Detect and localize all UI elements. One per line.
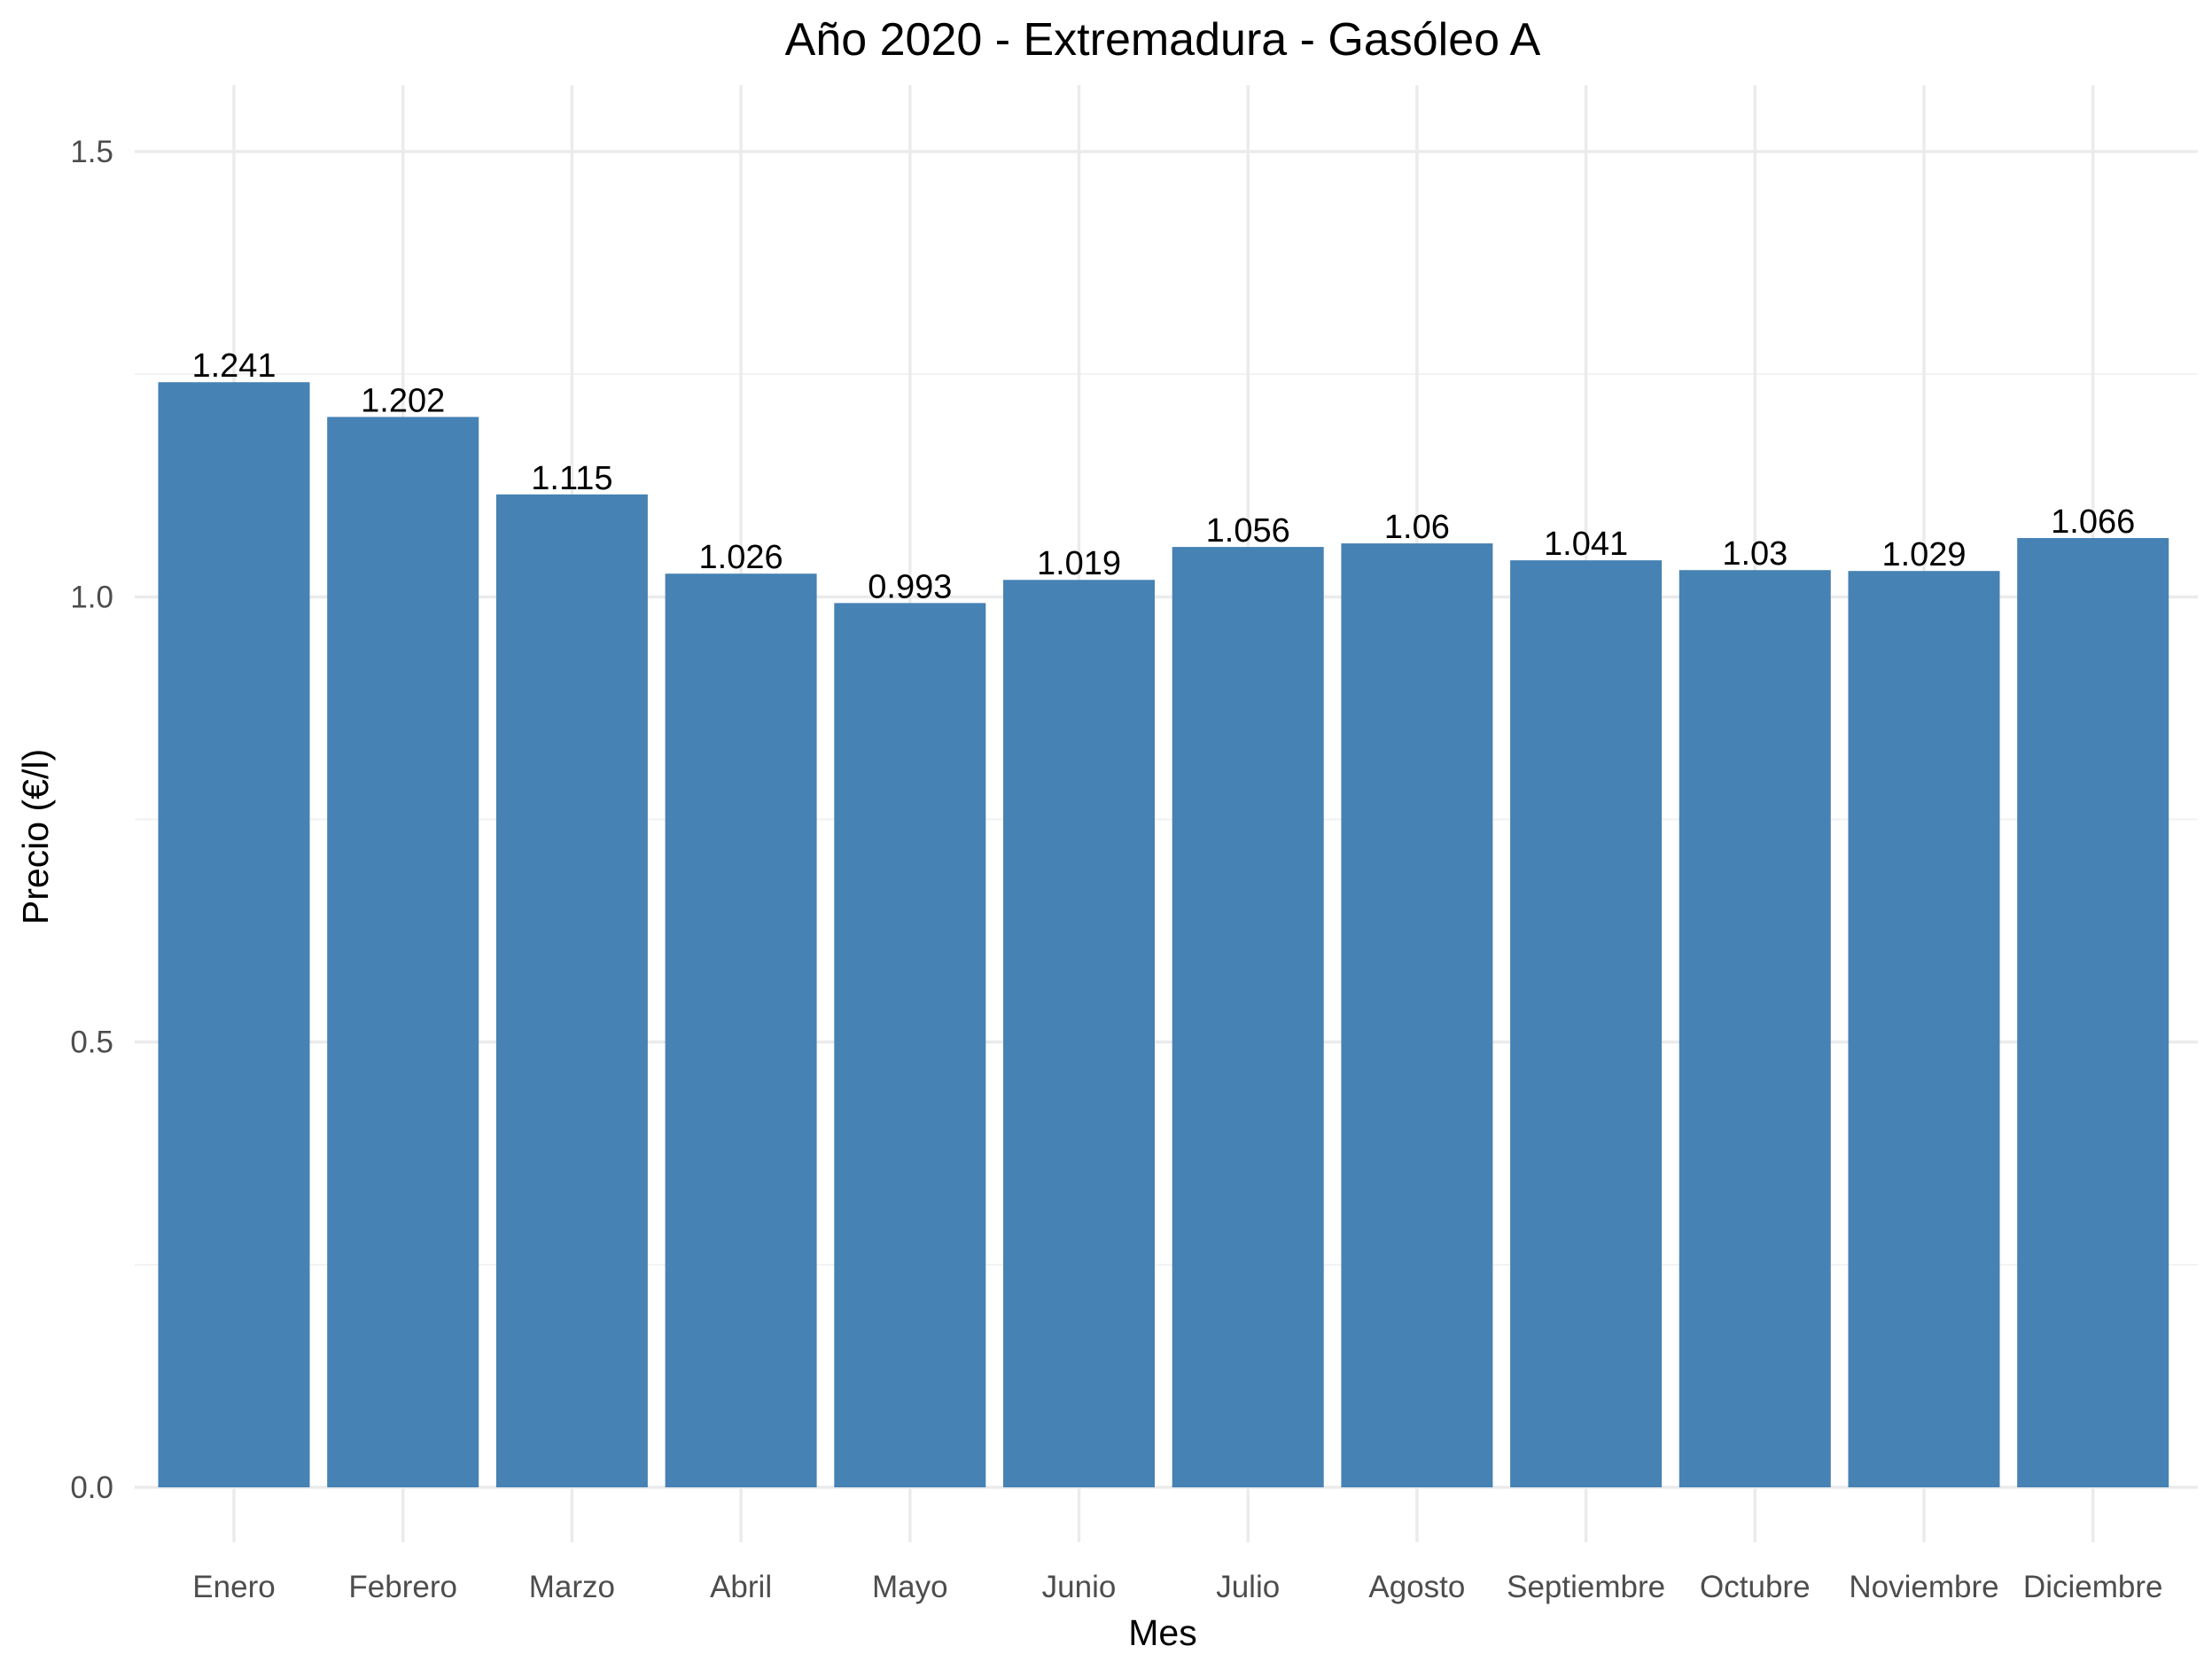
data-label: 1.056: [1206, 512, 1290, 550]
data-label: 1.041: [1544, 526, 1628, 563]
bar-enero: [158, 382, 310, 1487]
data-label: 1.066: [2051, 503, 2135, 541]
data-label: 1.06: [1384, 509, 1450, 546]
y-axis-title: Precio (€/l): [15, 749, 56, 924]
x-tick-label: Mayo: [872, 1570, 948, 1604]
bar-noviembre: [1848, 571, 2000, 1487]
x-tick-label: Septiembre: [1507, 1570, 1665, 1604]
bars: [158, 382, 2169, 1488]
y-tick-label: 0.0: [70, 1470, 113, 1505]
data-label: 0.993: [868, 568, 952, 605]
bar-julio: [1172, 547, 1324, 1487]
data-label: 1.03: [1722, 535, 1788, 573]
bar-marzo: [495, 494, 648, 1488]
bar-junio: [1003, 580, 1155, 1487]
bar-febrero: [327, 417, 479, 1488]
x-tick-label: Octubre: [1700, 1570, 1811, 1604]
x-tick-label: Julio: [1216, 1570, 1280, 1604]
bar-mayo: [834, 603, 986, 1487]
bar-diciembre: [2017, 538, 2169, 1487]
y-axis-ticks: 0.0 0.5 1.0 1.5: [70, 135, 113, 1505]
data-label: 1.019: [1037, 545, 1121, 582]
data-label: 1.029: [1881, 536, 1966, 573]
bar-octubre: [1678, 570, 1831, 1487]
x-tick-label: Abril: [710, 1570, 772, 1604]
x-tick-label: Diciembre: [2023, 1570, 2163, 1604]
y-tick-label: 1.5: [70, 135, 113, 169]
x-tick-label: Junio: [1042, 1570, 1117, 1604]
data-label: 1.115: [531, 460, 612, 497]
data-label: 1.026: [699, 539, 783, 576]
bar-septiembre: [1510, 560, 1663, 1487]
data-label: 1.202: [361, 382, 445, 419]
bar-agosto: [1341, 543, 1493, 1487]
data-labels: 1.241 1.202 1.115 1.026 0.993 1.019 1.056 1.06 1…: [191, 347, 2135, 605]
x-tick-label: Febrero: [348, 1570, 457, 1604]
x-axis-title: Mes: [1128, 1612, 1196, 1653]
bar-abril: [665, 573, 817, 1488]
x-tick-label: Marzo: [529, 1570, 615, 1604]
y-tick-label: 0.5: [70, 1026, 113, 1060]
x-tick-label: Enero: [192, 1570, 275, 1604]
data-label: 1.241: [191, 347, 276, 385]
x-tick-label: Agosto: [1368, 1570, 1465, 1604]
x-tick-label: Noviembre: [1849, 1570, 1998, 1604]
y-tick-label: 1.0: [70, 580, 113, 614]
chart-title: Año 2020 - Extremadura - Gasóleo A: [785, 14, 1541, 66]
x-axis-ticks: Enero Febrero Marzo Abril Mayo Junio Julio Agos…: [192, 1570, 2162, 1604]
